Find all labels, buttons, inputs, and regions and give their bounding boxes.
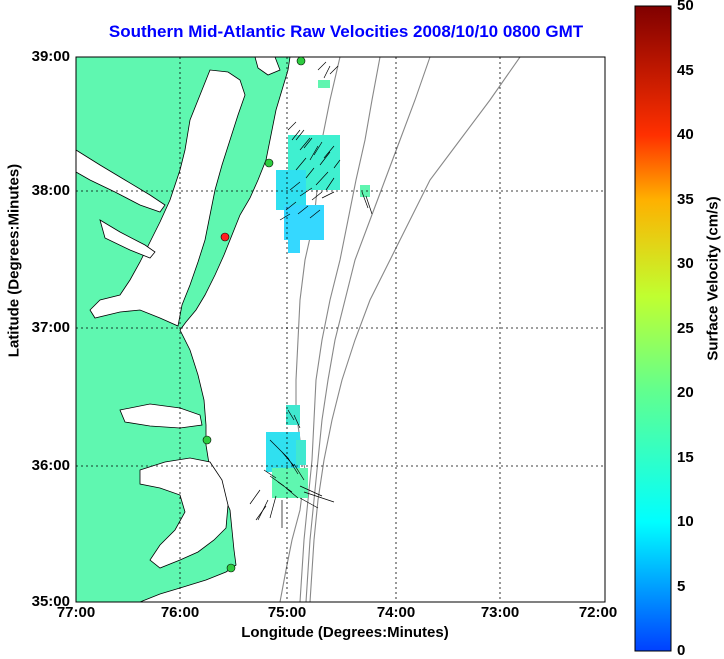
velocity-vectors-south — [249, 409, 335, 528]
lon-tick: 75:00 — [267, 604, 307, 621]
lat-tick: 35:00 — [31, 593, 70, 610]
colorbar — [634, 5, 672, 652]
map-title: Southern Mid-Atlantic Raw Velocities 200… — [108, 22, 584, 41]
lat-tick: 38:00 — [31, 182, 70, 199]
lon-tick: 72:00 — [578, 604, 618, 621]
colorbar-tick: 50 — [677, 0, 694, 14]
lat-tick: 37:00 — [31, 319, 70, 336]
potomac-river — [76, 149, 166, 213]
colorbar-tick: 45 — [677, 62, 694, 79]
rappahannock-river — [99, 219, 156, 259]
station-marker-hatteras — [226, 563, 236, 573]
lon-tick: 77:00 — [56, 604, 96, 621]
map-frame — [75, 56, 606, 603]
colorbar-tick: 25 — [677, 320, 694, 337]
lat-tick: 36:00 — [31, 457, 70, 474]
colorbar-tick: 35 — [677, 191, 694, 208]
colorbar-tick: 0 — [677, 642, 686, 659]
lon-tick: 74:00 — [376, 604, 416, 621]
lon-tick: 73:00 — [480, 604, 520, 621]
station-marker-duck — [202, 435, 212, 445]
colorbar-tick: 10 — [677, 513, 694, 530]
colorbar-tick: 15 — [677, 449, 694, 466]
lon-tick: 76:00 — [160, 604, 200, 621]
albemarle-sound — [119, 403, 203, 429]
station-marker-wallops — [220, 232, 230, 242]
lat-tick: 39:00 — [31, 48, 70, 65]
colorbar-tick: 5 — [677, 578, 686, 595]
colorbar-tick: 40 — [677, 126, 694, 143]
velocity-vectors-north — [279, 61, 373, 221]
x-axis-label: Longitude (Degrees:Minutes) — [241, 624, 449, 641]
map-grid — [76, 57, 605, 602]
chesapeake-bay — [89, 69, 246, 327]
colorbar-label: Surface Velocity (cm/s) — [704, 196, 722, 361]
station-marker-delmarva — [264, 158, 274, 168]
station-marker-north — [296, 56, 306, 66]
colorbar-tick: 20 — [677, 384, 694, 401]
velocity-cells-north — [276, 80, 370, 253]
pamlico-sound — [139, 457, 229, 569]
colorbar-tick: 30 — [677, 255, 694, 272]
delaware-bay — [254, 57, 281, 76]
